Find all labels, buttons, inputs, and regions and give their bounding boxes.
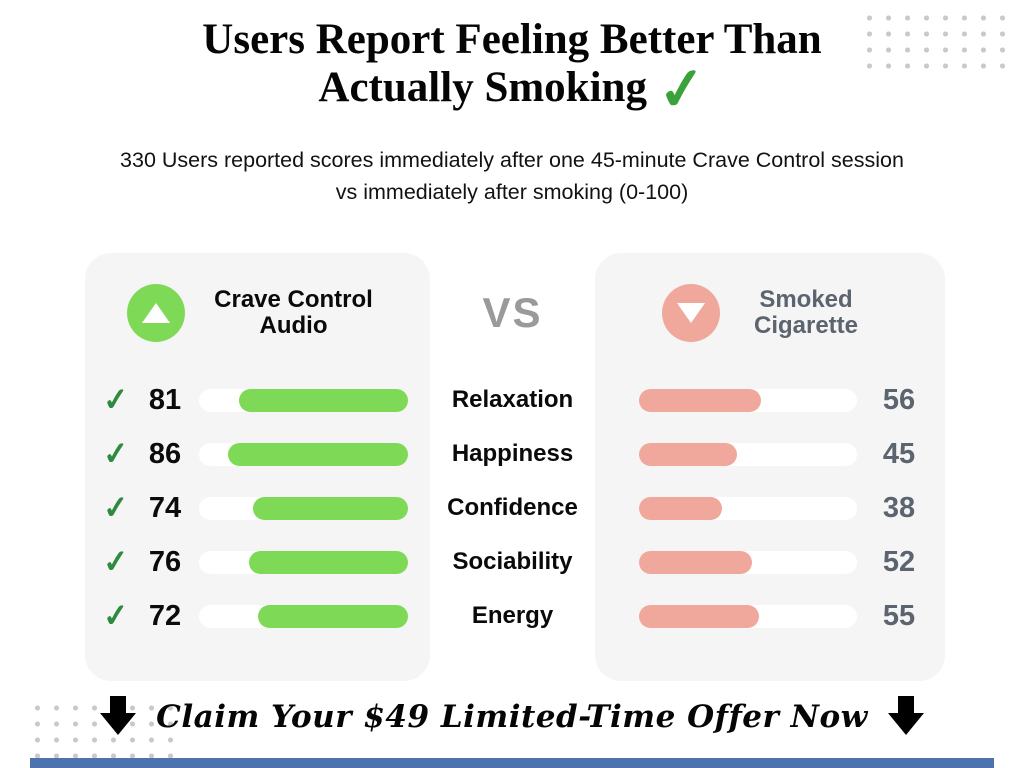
comparison-section: Crave Control Audio VS Smoked Cigarette … [0,253,1024,683]
down-arrow-icon [100,696,137,738]
check-icon: ✓ [101,542,131,581]
right-score-bar [639,496,857,520]
left-score-bar-fill [253,496,408,520]
left-score-value: 86 [148,437,182,470]
category-label: Confidence [447,494,578,521]
left-score-row: ✓ 81 [85,373,430,427]
left-score-bar [199,388,408,412]
category-label: Sociability [452,548,573,575]
right-score-value: 55 [882,599,916,632]
category-label: Relaxation [451,386,574,413]
right-score-row: 45 [595,427,945,481]
check-icon: ✓ [101,596,131,635]
right-score-bar [639,604,857,628]
checkmark-icon: ✓ [654,54,710,125]
right-score-bar-fill [639,604,759,628]
right-panel-title: Smoked Cigarette [753,286,859,339]
category-label: Happiness [451,440,574,467]
left-score-bar [199,604,408,628]
comparison-grid: Crave Control Audio VS Smoked Cigarette … [0,253,1024,643]
down-arrow-icon [887,696,924,738]
category-label: Energy [471,602,554,629]
left-score-bar [199,550,408,574]
right-score-value: 52 [882,545,916,578]
left-score-bar [199,496,408,520]
left-score-bar-fill [228,442,408,466]
right-score-bar [639,388,857,412]
right-score-bar-fill [639,442,738,466]
left-score-row: ✓ 72 [85,589,430,643]
left-score-value: 76 [148,545,182,578]
title-line1: Users Report Feeling Better Than [202,16,822,63]
left-score-value: 72 [148,599,182,632]
left-panel-title: Crave Control Audio [214,286,373,339]
left-score-value: 81 [148,383,182,416]
left-score-bar [199,442,408,466]
vs-label: VS [482,289,543,336]
subtitle-text: 330 Users reported scores immediately af… [120,148,904,205]
right-score-row: 38 [595,481,945,535]
check-icon: ✓ [101,380,131,419]
right-score-row: 56 [595,373,945,427]
cta-offer-text[interactable]: Claim Your $49 Limited-Time Offer Now [156,699,868,735]
up-arrow-icon [126,284,185,342]
right-score-bar-fill [639,388,762,412]
right-score-bar-fill [639,496,722,520]
left-score-row: ✓ 76 [85,535,430,589]
right-score-value: 56 [882,383,916,416]
right-score-value: 45 [882,437,916,470]
left-score-value: 74 [148,491,182,524]
right-score-row: 55 [595,589,945,643]
right-score-value: 38 [882,491,916,524]
left-score-row: ✓ 74 [85,481,430,535]
bottom-accent-bar [30,758,994,768]
dot-grid-top-right [860,10,1010,72]
down-arrow-icon [661,284,720,342]
title-line2: Actually Smoking [318,64,647,112]
cta-row: Claim Your $49 Limited-Time Offer Now [0,696,1024,738]
right-score-row: 52 [595,535,945,589]
right-score-bar-fill [639,550,753,574]
left-score-bar-fill [249,550,408,574]
right-score-bar [639,442,857,466]
left-score-row: ✓ 86 [85,427,430,481]
check-icon: ✓ [101,488,131,527]
left-score-bar-fill [238,388,408,412]
page-title: Users Report Feeling Better Than Actuall… [0,16,1024,125]
right-panel-header: Smoked Cigarette [595,253,945,373]
check-icon: ✓ [101,434,131,473]
left-score-bar-fill [257,604,408,628]
left-panel-header: Crave Control Audio [85,253,430,373]
right-score-bar [639,550,857,574]
